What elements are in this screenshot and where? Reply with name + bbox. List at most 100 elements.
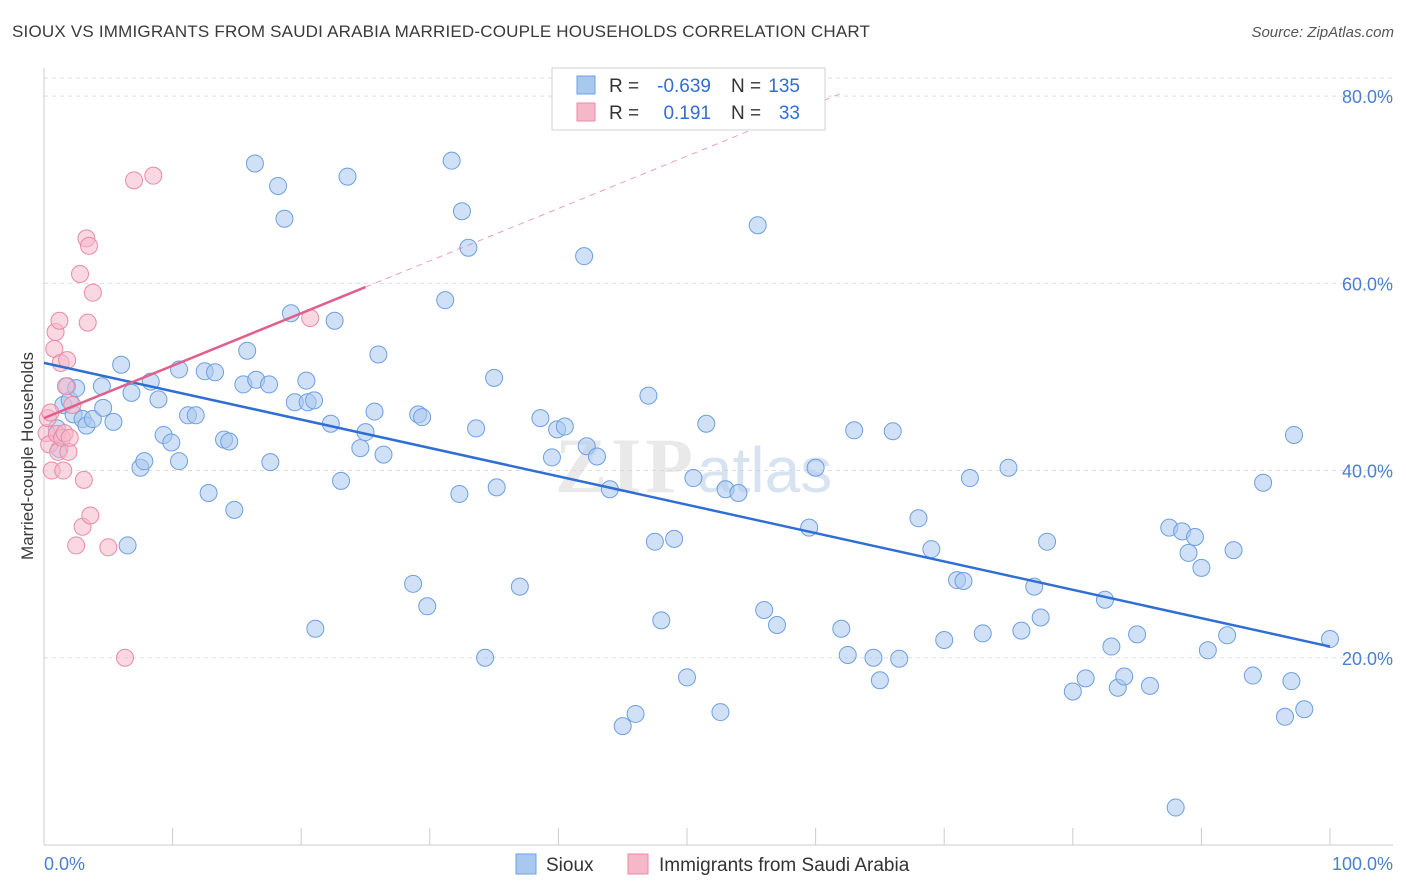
data-point	[116, 648, 135, 667]
data-point	[225, 500, 244, 519]
data-point	[118, 536, 137, 555]
data-point	[697, 414, 716, 433]
data-point	[149, 390, 168, 409]
data-point	[531, 409, 550, 428]
data-point	[748, 216, 767, 235]
data-point	[54, 461, 73, 480]
data-point	[332, 471, 351, 490]
data-point	[768, 616, 787, 635]
data-point	[94, 398, 113, 417]
data-point	[369, 345, 388, 364]
data-point	[1038, 532, 1057, 551]
data-point	[80, 236, 99, 255]
series-sioux	[47, 151, 1339, 817]
trend-line	[43, 361, 1331, 648]
data-point	[1218, 626, 1237, 645]
data-point	[56, 377, 75, 396]
stats-legend: R = -0.639 N = 135 R = 0.191 N = 33	[551, 67, 826, 131]
data-point	[83, 283, 102, 302]
data-point	[954, 572, 973, 591]
data-point	[806, 458, 825, 477]
data-point	[325, 311, 344, 330]
data-point	[575, 247, 594, 266]
data-point	[999, 458, 1018, 477]
y-tick-label: 80.0%	[1342, 87, 1393, 107]
x-tick-label: 100.0%	[1332, 854, 1393, 874]
data-point	[50, 311, 69, 330]
chart-title: SIOUX VS IMMIGRANTS FROM SAUDI ARABIA MA…	[12, 22, 871, 41]
data-point	[351, 439, 370, 458]
data-point	[684, 469, 703, 488]
data-point	[1179, 543, 1198, 562]
data-point	[81, 506, 100, 525]
data-point	[404, 574, 423, 593]
data-point	[652, 611, 671, 630]
data-point	[1243, 666, 1262, 685]
data-point	[112, 355, 131, 374]
data-point	[135, 452, 154, 471]
data-point	[436, 291, 455, 310]
legend-swatch-sioux	[576, 75, 596, 95]
data-point	[1095, 590, 1114, 609]
data-point	[74, 470, 93, 489]
series-legend-swatch-saudi	[627, 853, 649, 875]
data-point	[269, 176, 288, 195]
y-tick-labels: 20.0% 40.0% 60.0% 80.0%	[1342, 87, 1393, 669]
data-point	[297, 371, 316, 390]
series-saudi	[37, 166, 320, 667]
data-point	[1012, 621, 1031, 640]
y-tick-label: 60.0%	[1342, 274, 1393, 294]
data-point	[678, 668, 696, 687]
source-credit: Source: ZipAtlas.com	[1251, 24, 1394, 41]
data-point	[845, 421, 864, 440]
data-point	[1063, 682, 1082, 701]
data-point	[883, 422, 902, 441]
data-point	[510, 577, 529, 596]
data-point	[1102, 637, 1121, 656]
data-point	[122, 383, 141, 402]
series-legend-label-saudi: Immigrants from Saudi Arabia	[659, 855, 910, 876]
data-point	[452, 202, 471, 221]
data-point	[83, 410, 102, 429]
data-point	[487, 478, 506, 497]
data-point	[338, 167, 357, 186]
data-point	[238, 341, 257, 360]
legend-n-label-1: N =	[731, 103, 761, 124]
data-point	[418, 597, 437, 616]
legend-r-label-1: R =	[609, 103, 639, 124]
data-point	[144, 166, 163, 185]
stats-legend-box	[551, 67, 826, 131]
data-point	[261, 453, 280, 472]
series-legend: Sioux Immigrants from Saudi Arabia	[515, 853, 910, 876]
data-point	[1321, 630, 1339, 649]
data-point	[476, 648, 495, 667]
data-point	[1224, 541, 1243, 560]
data-point	[542, 448, 561, 467]
data-point	[467, 419, 486, 438]
data-point	[922, 540, 941, 559]
data-point	[1254, 473, 1273, 492]
data-point	[162, 433, 181, 452]
data-point	[1275, 707, 1294, 726]
legend-r-value-0: -0.639	[657, 76, 711, 97]
trend-line-extension	[365, 92, 842, 288]
data-point	[485, 368, 504, 387]
data-point	[613, 717, 632, 736]
data-point	[555, 417, 574, 436]
data-point	[870, 671, 889, 690]
data-point	[755, 601, 774, 620]
data-point	[260, 375, 279, 394]
data-point	[71, 264, 90, 283]
data-point	[275, 209, 294, 228]
data-point	[1295, 700, 1314, 719]
data-point	[245, 154, 264, 173]
data-point	[1282, 672, 1301, 691]
data-point	[1185, 528, 1204, 547]
data-point	[374, 445, 393, 464]
data-point	[78, 313, 97, 332]
legend-r-value-1: 0.191	[663, 103, 711, 124]
series-legend-label-sioux: Sioux	[546, 855, 594, 876]
data-point	[170, 452, 189, 471]
trend-lines	[43, 92, 1331, 648]
